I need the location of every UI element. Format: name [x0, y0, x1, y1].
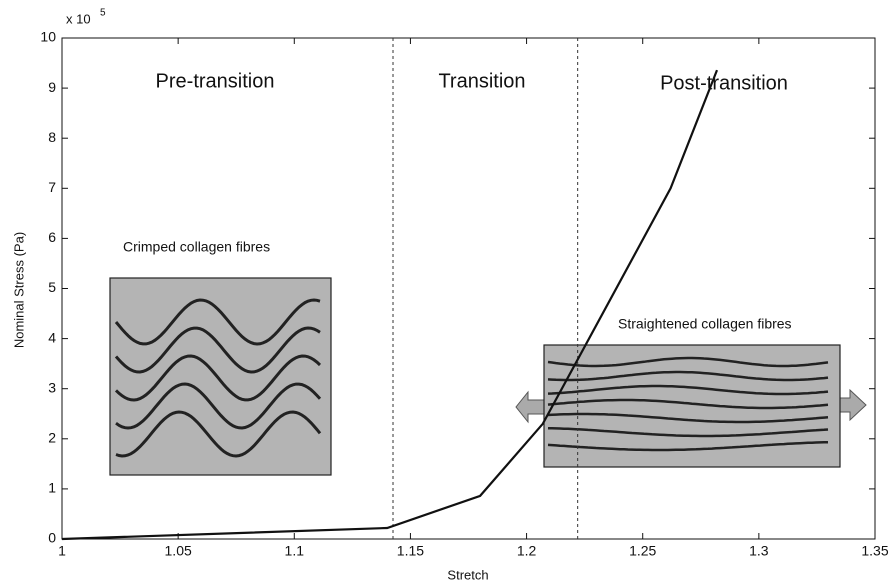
fibre	[115, 410, 322, 458]
fibre	[115, 382, 322, 430]
y-tick-label: 3	[48, 379, 56, 395]
curve	[61, 69, 719, 541]
region-label: Post-transition	[660, 72, 788, 94]
y-tick-label: 8	[48, 129, 56, 145]
x-axis-label: Stretch	[447, 567, 488, 582]
arrow	[839, 388, 867, 422]
y-tick-label: 5	[48, 279, 56, 295]
fibre	[547, 356, 829, 368]
x-tick-label: 1.25	[629, 543, 656, 559]
y-tick-label: 0	[48, 530, 56, 546]
fibre	[114, 326, 321, 374]
y-tick-label: 7	[48, 179, 56, 195]
y-tick-label: 9	[48, 79, 56, 95]
x-tick-label: 1.2	[517, 543, 537, 559]
x-tick-label: 1.05	[165, 543, 192, 559]
fibre	[114, 298, 321, 346]
x-tick-label: 1.3	[749, 543, 769, 559]
y-axis-label: Nominal Stress (Pa)	[11, 232, 26, 348]
arrow	[515, 390, 545, 424]
y-tick-label: 6	[48, 229, 56, 245]
x-tick-label: 1	[58, 543, 66, 559]
y-tick-label: 10	[40, 29, 56, 45]
x-tick-label: 1.1	[285, 543, 305, 559]
fibre	[114, 354, 322, 402]
fibre	[547, 384, 829, 396]
inset-label: Crimped collagen fibres	[123, 239, 270, 255]
x-tick-label: 1.15	[397, 543, 424, 559]
fibre	[547, 426, 829, 438]
fibre	[547, 370, 829, 382]
y-tick-label: 1	[48, 480, 56, 496]
fibre	[547, 398, 829, 410]
fibre	[547, 412, 829, 424]
multiplier: x 10	[66, 11, 91, 26]
insets	[109, 277, 867, 476]
multiplier-exponent: 5	[100, 8, 106, 19]
y-tick-label: 2	[48, 430, 56, 446]
fibre	[547, 440, 829, 452]
y-tick-label: 4	[48, 329, 56, 345]
region-label: Pre-transition	[156, 70, 275, 92]
x-tick-label: 1.35	[861, 543, 888, 559]
inset-label: Straightened collagen fibres	[618, 316, 792, 332]
region-label: Transition	[438, 70, 525, 92]
